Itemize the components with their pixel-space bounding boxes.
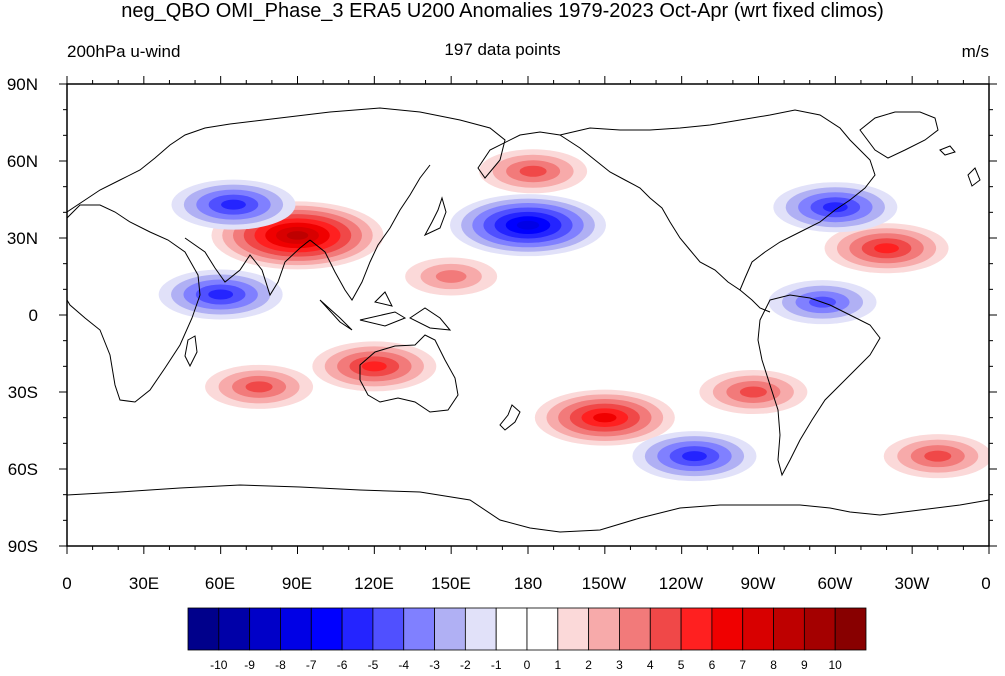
negative-anomaly-blob [450, 194, 606, 257]
colorbar-tick-label: 1 [554, 658, 562, 672]
contour-band [221, 199, 246, 210]
contour-band [435, 270, 467, 283]
colorbar-swatch [280, 607, 312, 651]
variable-label: 200hPa u-wind [67, 42, 181, 61]
lat-label: 30N [6, 229, 38, 248]
lon-label: 60E [204, 574, 236, 593]
colorbar-tick-label: -5 [367, 658, 379, 672]
colorbar-swatch [495, 607, 528, 651]
colorbar-tick-label: 10 [828, 658, 842, 672]
lat-label: 90N [6, 75, 38, 94]
colorbar-tick-label: -9 [244, 658, 255, 672]
positive-anomaly-blob [312, 341, 437, 392]
axis-ticks [59, 76, 997, 554]
lon-label: 30W [894, 574, 930, 593]
colorbar-tick-label: 6 [708, 658, 716, 672]
lat-label: 90S [7, 537, 38, 556]
colorbar-tick-label: -8 [275, 658, 286, 672]
colorbar-tick-label: -1 [490, 658, 502, 672]
colorbar-tick-label: -10 [210, 658, 228, 672]
lon-label: 0 [981, 574, 991, 593]
lat-label: 60S [7, 460, 38, 479]
lon-label: 30E [128, 574, 160, 593]
colorbar-swatch [649, 607, 682, 651]
colorbar-swatch [310, 607, 343, 651]
contour-band [516, 220, 540, 230]
positive-anomaly-blob [534, 389, 675, 446]
contour-band [822, 202, 848, 213]
positive-anomaly-blob [205, 364, 314, 409]
positive-anomaly-blob [699, 370, 808, 414]
lat-label: 30S [7, 383, 38, 402]
colorbar-swatch [588, 607, 620, 651]
lon-label: 180 [513, 574, 543, 593]
colorbar-tick-label: -6 [336, 658, 348, 672]
contour-band [682, 451, 707, 462]
contour-band [208, 289, 234, 300]
colorbar-tick-label: -3 [429, 658, 440, 672]
lat-label: 60N [6, 152, 38, 171]
colorbar-swatch [680, 607, 713, 651]
colorbar-tick-label: 7 [739, 658, 747, 672]
negative-anomaly-blob [171, 179, 296, 230]
colorbar-tick-label: 4 [646, 658, 654, 672]
negative-anomaly-blob [632, 431, 757, 482]
colorbar-swatch [711, 607, 744, 651]
negative-anomaly-blob [158, 269, 283, 320]
lon-label: 0 [62, 574, 72, 593]
positive-anomaly-blob [824, 223, 949, 274]
lat-label: 0 [28, 306, 38, 325]
positive-anomaly-blob [405, 257, 498, 296]
lon-label: 120W [658, 574, 704, 593]
colorbar-swatch [619, 607, 651, 651]
chart-title: neg_QBO OMI_Phase_3 ERA5 U200 Anomalies … [121, 0, 884, 22]
colorbar-swatch [557, 607, 590, 651]
contour-band [519, 165, 547, 177]
colorbar-swatch [218, 607, 251, 651]
colorbar-tick-label: 3 [616, 658, 623, 672]
lon-label: 150W [581, 574, 627, 593]
positive-anomaly-blob [883, 434, 989, 479]
lon-label: 60W [817, 574, 853, 593]
colorbar-tick-label: 9 [801, 658, 808, 672]
colorbar-tick-label: -2 [460, 658, 471, 672]
colorbar-swatch [526, 607, 559, 651]
colorbar [187, 607, 867, 651]
colorbar-tick-label: 2 [585, 658, 592, 672]
contour-band [739, 386, 767, 398]
colorbar-swatch [742, 607, 774, 651]
colorbar-swatch [341, 607, 374, 651]
colorbar-swatch [464, 607, 497, 651]
lon-label: 90W [740, 574, 776, 593]
lon-label: 90E [281, 574, 313, 593]
colorbar-swatch [403, 607, 435, 651]
colorbar-tick-label: -4 [398, 658, 410, 672]
contour-band [245, 381, 273, 393]
lon-label: 120E [354, 574, 394, 593]
colorbar-swatch [249, 607, 281, 651]
contour-band [924, 450, 952, 462]
positive-anomaly-blob [479, 149, 588, 194]
colorbar-swatch [434, 607, 466, 651]
colorbar-swatch [372, 607, 405, 651]
colorbar-swatch [834, 607, 867, 651]
contour-band [874, 243, 899, 254]
contour-band [286, 231, 309, 240]
lon-label: 150E [431, 574, 471, 593]
coastlines [67, 107, 989, 533]
colorbar-tick-label: 5 [677, 658, 685, 672]
colorbar-swatch [187, 607, 220, 651]
colorbar-tick-label: 0 [523, 658, 531, 672]
colorbar-swatch [803, 607, 836, 651]
negative-anomaly-blob [773, 182, 898, 233]
anomaly-field [158, 149, 989, 482]
data-points-label: 197 data points [444, 40, 561, 59]
contour-band [361, 361, 387, 372]
contour-band [593, 413, 617, 423]
colorbar-tick-label: -7 [305, 658, 317, 672]
colorbar-swatch [773, 607, 805, 651]
units-label: m/s [961, 42, 989, 61]
colorbar-tick-label: 8 [770, 658, 777, 672]
